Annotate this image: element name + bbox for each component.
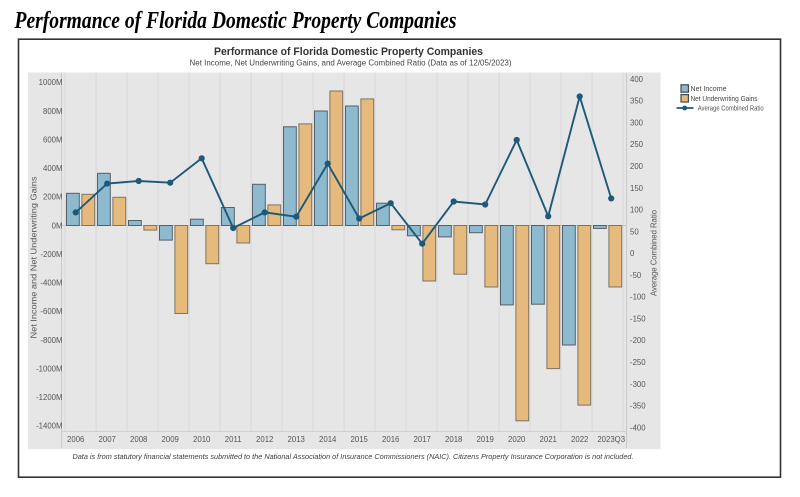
svg-text:2014: 2014 [319, 435, 337, 444]
svg-text:2007: 2007 [99, 435, 116, 444]
svg-text:-200M: -200M [40, 250, 62, 259]
svg-text:2016: 2016 [382, 435, 399, 444]
svg-text:-300: -300 [630, 380, 646, 389]
svg-text:-350: -350 [630, 402, 646, 411]
svg-text:2010: 2010 [193, 435, 211, 444]
svg-text:100: 100 [630, 206, 644, 215]
svg-text:Average Combined Ratio: Average Combined Ratio [650, 209, 659, 296]
svg-text:Performance of Florida Domesti: Performance of Florida Domestic Property… [214, 46, 483, 58]
svg-text:-100: -100 [630, 293, 646, 302]
svg-text:0M: 0M [52, 221, 63, 230]
svg-text:Net Income and Net Underwritin: Net Income and Net Underwriting Gains [29, 177, 39, 339]
svg-text:800M: 800M [43, 107, 63, 116]
svg-text:2019: 2019 [477, 435, 494, 444]
svg-text:2009: 2009 [162, 435, 179, 444]
svg-text:-150: -150 [630, 314, 646, 323]
svg-text:2020: 2020 [508, 435, 526, 444]
svg-text:-1000M: -1000M [36, 364, 62, 373]
svg-text:-800M: -800M [40, 336, 62, 345]
svg-text:-1400M: -1400M [36, 422, 62, 431]
svg-text:400: 400 [630, 75, 644, 84]
svg-text:-1200M: -1200M [36, 393, 62, 402]
svg-text:1000M: 1000M [39, 78, 63, 87]
svg-text:Net Underwriting Gains: Net Underwriting Gains [691, 94, 758, 103]
svg-text:Average Combined Ratio: Average Combined Ratio [698, 104, 764, 113]
svg-text:2013: 2013 [288, 435, 305, 444]
svg-text:-400M: -400M [40, 279, 62, 288]
svg-text:2015: 2015 [351, 435, 369, 444]
svg-text:Net Income, Net Underwriting G: Net Income, Net Underwriting Gains, and … [190, 59, 512, 68]
svg-text:Performance of Florida Domesti: Performance of Florida Domestic Property… [14, 7, 457, 34]
svg-text:2017: 2017 [414, 435, 431, 444]
svg-text:2008: 2008 [130, 435, 147, 444]
svg-text:0: 0 [630, 249, 635, 258]
svg-text:2023Q3: 2023Q3 [597, 435, 625, 444]
svg-text:Net Income: Net Income [691, 84, 727, 93]
svg-text:2018: 2018 [445, 435, 462, 444]
svg-text:250: 250 [630, 140, 644, 149]
svg-text:150: 150 [630, 184, 644, 193]
svg-text:600M: 600M [43, 135, 63, 144]
svg-text:200M: 200M [43, 193, 63, 202]
svg-text:2021: 2021 [540, 435, 557, 444]
svg-text:-600M: -600M [40, 307, 62, 316]
svg-text:2006: 2006 [67, 435, 84, 444]
svg-text:400M: 400M [43, 164, 63, 173]
svg-text:2011: 2011 [225, 435, 242, 444]
svg-text:2012: 2012 [256, 435, 273, 444]
svg-text:200: 200 [630, 162, 644, 171]
svg-text:Data is from statutory financi: Data is from statutory financial stateme… [72, 452, 633, 461]
svg-text:-250: -250 [630, 358, 646, 367]
svg-text:350: 350 [630, 97, 644, 106]
svg-text:300: 300 [630, 118, 644, 127]
svg-text:-50: -50 [630, 271, 642, 280]
svg-text:50: 50 [630, 227, 639, 236]
svg-text:-400: -400 [630, 423, 646, 432]
svg-text:-200: -200 [630, 336, 646, 345]
svg-text:2022: 2022 [571, 435, 588, 444]
